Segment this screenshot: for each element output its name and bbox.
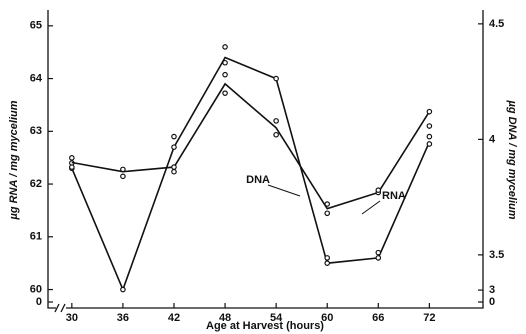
replicate-point: [120, 166, 126, 173]
y-tick-label: 63: [30, 125, 42, 137]
x-tick-label: 60: [321, 312, 333, 324]
y2-tick-label: 0: [489, 296, 495, 308]
replicate-point: [324, 260, 331, 266]
x-tick-label: 54: [270, 312, 283, 324]
series-line: [71, 56, 431, 292]
x-tick-label: 42: [168, 312, 180, 324]
replicate-point: [426, 123, 433, 129]
x-tick-label: 30: [66, 312, 78, 324]
replicate-point: [171, 168, 177, 175]
y-tick-label: 0: [36, 296, 42, 308]
replicate-point: [426, 141, 433, 147]
y-axis-title: µg RNA / mg mycelium: [8, 100, 20, 220]
replicate-point: [375, 249, 382, 256]
replicate-point: [171, 164, 177, 170]
replicate-point: [273, 118, 279, 124]
replicate-point: [273, 75, 279, 82]
x-tick-label: 66: [372, 312, 384, 324]
replicate-point: [171, 144, 177, 150]
replicate-point: [171, 133, 177, 140]
replicate-point: [222, 44, 228, 50]
y2-tick-label: 4: [489, 133, 496, 145]
series-label: RNA: [382, 190, 406, 202]
y2-axis-title: µg DNA / mg mycelium: [506, 99, 518, 219]
replicate-point: [324, 210, 331, 217]
x-tick-label: 72: [423, 312, 435, 324]
series-label: DNA: [246, 174, 270, 186]
y2-tick-label: 3.5: [489, 249, 504, 261]
replicate-point: [120, 286, 126, 293]
y-tick-label: 61: [30, 231, 42, 243]
replicate-point: [375, 255, 382, 261]
replicate-point: [120, 173, 126, 180]
x-tick-label: 48: [219, 312, 231, 324]
axis-break-mark: [54, 303, 66, 313]
x-tick-label: 36: [117, 312, 129, 324]
y-tick-label: 64: [30, 72, 43, 84]
plot-frame: [47, 10, 484, 309]
replicate-point: [222, 71, 228, 78]
series-label-leader: [361, 200, 381, 215]
replicate-point: [426, 133, 433, 140]
series-line: [71, 82, 431, 210]
replicate-point: [69, 155, 75, 161]
x-axis-title: Age at Harvest (hours): [206, 320, 324, 332]
replicate-point: [426, 108, 433, 115]
y-tick-label: 62: [30, 178, 42, 190]
series-label-leader: [267, 184, 301, 197]
y2-tick-label: 4.5: [489, 18, 504, 30]
replicate-point: [375, 187, 382, 193]
replicate-point: [69, 164, 75, 170]
y2-tick-label: 3: [489, 284, 495, 296]
replicate-point: [222, 90, 228, 96]
replicate-point: [324, 255, 331, 261]
y-tick-label: 65: [30, 20, 42, 32]
replicate-point: [324, 201, 331, 207]
replicate-point: [222, 59, 228, 66]
y-tick-label: 60: [30, 283, 42, 295]
axis-break-gap: [56, 303, 66, 313]
replicate-point: [273, 131, 279, 138]
